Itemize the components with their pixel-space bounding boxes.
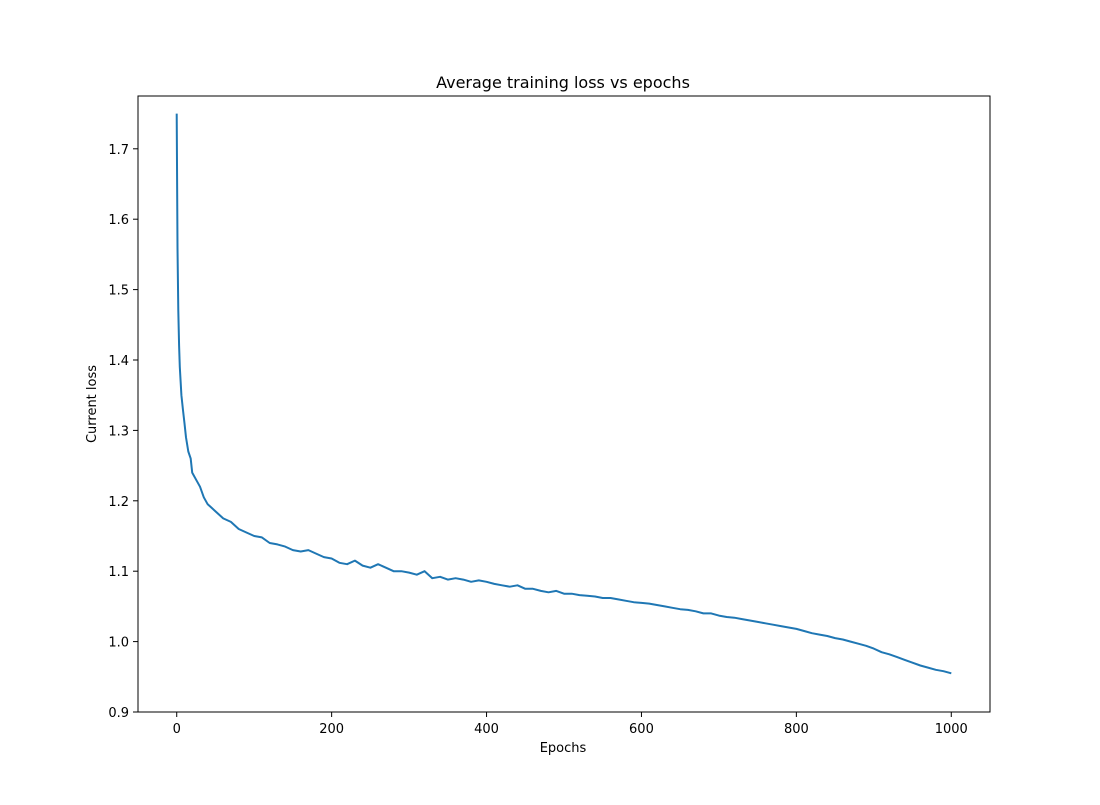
x-axis: 0 200 400 600 800 1000 [173, 712, 968, 737]
y-tick-label: 1.6 [108, 213, 129, 228]
series-line [175, 113, 952, 675]
y-tick-label: 1.2 [108, 495, 129, 510]
plot-area [175, 113, 952, 675]
y-tick-label: 1.5 [108, 284, 129, 299]
axes-frame [137, 95, 991, 713]
chart-title: Average training loss vs epochs [436, 73, 690, 92]
x-tick-label: 200 [319, 722, 344, 737]
y-tick-label: 0.9 [108, 706, 129, 721]
x-tick-label: 1000 [935, 722, 968, 737]
x-axis-label: Epochs [540, 741, 587, 756]
x-tick-label: 800 [784, 722, 809, 737]
y-tick-label: 1.1 [108, 565, 129, 580]
x-tick-label: 400 [474, 722, 499, 737]
y-tick-label: 1.3 [108, 424, 129, 439]
y-tick-label: 1.4 [108, 354, 129, 369]
y-tick-label: 1.7 [108, 143, 129, 158]
y-axis-label: Current loss [85, 365, 100, 443]
y-tick-label: 1.0 [108, 636, 129, 651]
x-tick-label: 600 [629, 722, 654, 737]
x-tick-label: 0 [173, 722, 181, 737]
y-axis: 0.9 1.0 1.1 1.2 1.3 1.4 1.5 1.6 1.7 [108, 143, 138, 721]
